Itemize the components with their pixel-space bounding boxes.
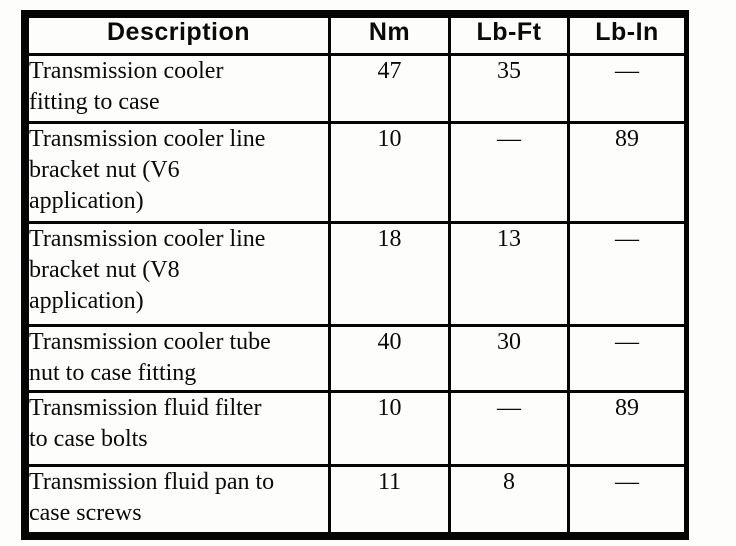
lb-in-cell: —: [567, 221, 687, 328]
nm-cell: 10: [328, 120, 451, 225]
nm-cell: 47: [328, 53, 451, 124]
lb-ft-cell: —: [448, 390, 570, 468]
torque-spec-table-frame: Description Nm Lb-Ft Lb-In Transmission …: [21, 10, 689, 540]
header-nm: Nm: [328, 15, 451, 56]
nm-cell: 40: [328, 324, 451, 394]
lb-in-cell: —: [567, 464, 687, 535]
lb-ft-cell: 13: [448, 221, 570, 328]
table-row: Transmission cooler line bracket nut (V8…: [26, 221, 687, 328]
table-row: Transmission cooler line bracket nut (V6…: [26, 120, 687, 225]
torque-spec-table: Description Nm Lb-Ft Lb-In Transmission …: [26, 15, 687, 535]
lb-ft-cell: —: [448, 120, 570, 225]
table-row: Transmission cooler tube nut to case fit…: [26, 324, 687, 394]
table-row: Transmission fluid filter to case bolts …: [26, 390, 687, 468]
header-description: Description: [26, 15, 331, 56]
lb-in-cell: 89: [567, 120, 687, 225]
lb-ft-cell: 8: [448, 464, 570, 535]
description-cell: Transmission cooler tube nut to case fit…: [26, 324, 331, 394]
lb-in-cell: 89: [567, 390, 687, 468]
description-cell: Transmission fluid pan to case screws: [26, 464, 331, 535]
header-row: Description Nm Lb-Ft Lb-In: [26, 15, 687, 56]
lb-ft-cell: 35: [448, 53, 570, 124]
description-cell: Transmission cooler line bracket nut (V8…: [26, 221, 331, 328]
lb-ft-cell: 30: [448, 324, 570, 394]
description-cell: Transmission cooler line bracket nut (V6…: [26, 120, 331, 225]
table-row: Transmission fluid pan to case screws 11…: [26, 464, 687, 535]
table-row: Transmission cooler fitting to case 47 3…: [26, 53, 687, 124]
description-cell: Transmission cooler fitting to case: [26, 53, 331, 124]
lb-in-cell: —: [567, 53, 687, 124]
nm-cell: 11: [328, 464, 451, 535]
lb-in-cell: —: [567, 324, 687, 394]
nm-cell: 10: [328, 390, 451, 468]
header-lb-ft: Lb-Ft: [448, 15, 570, 56]
nm-cell: 18: [328, 221, 451, 328]
description-cell: Transmission fluid filter to case bolts: [26, 390, 331, 468]
header-lb-in: Lb-In: [567, 15, 687, 56]
